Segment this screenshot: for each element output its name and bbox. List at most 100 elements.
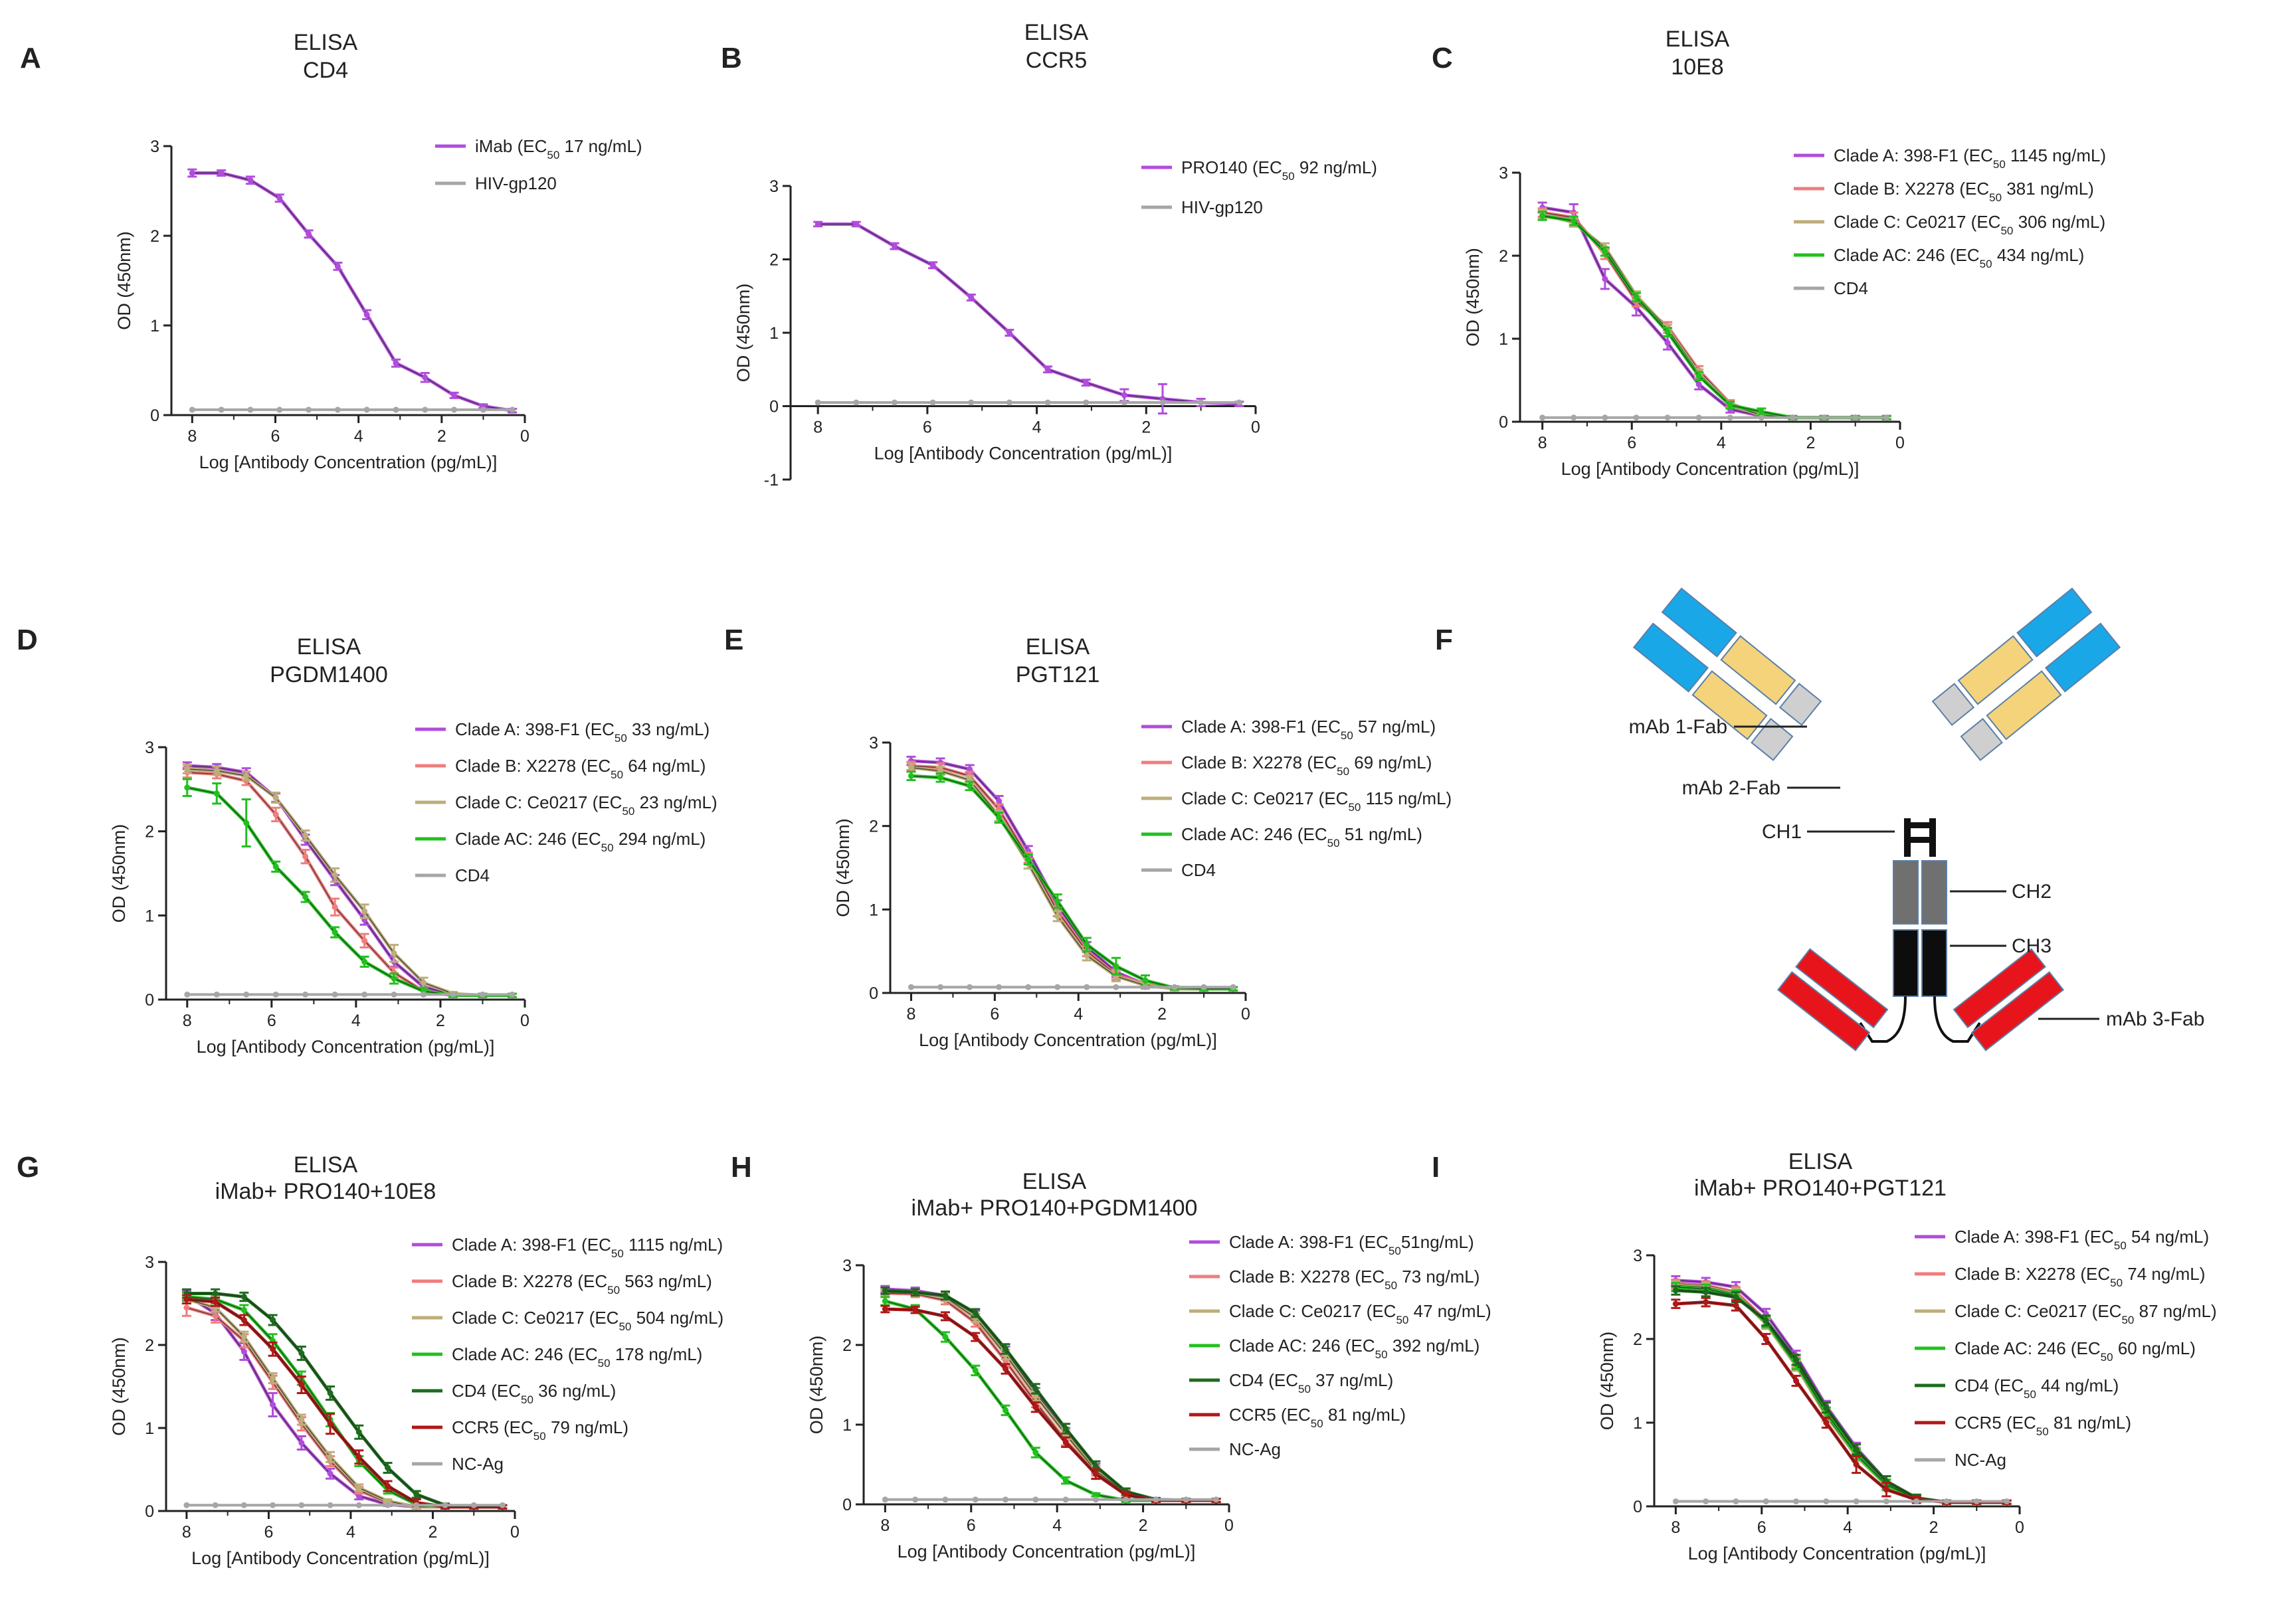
- data-point: [1092, 1463, 1099, 1469]
- legend-entry: HIV-gp120: [475, 173, 557, 193]
- data-point: [183, 1296, 190, 1302]
- x-tick-label: 6: [967, 1516, 976, 1535]
- data-point: [298, 1440, 305, 1446]
- y-tick-label: 2: [842, 1336, 852, 1355]
- data-point: [1602, 276, 1608, 282]
- data-point: [891, 399, 898, 406]
- legend-entry: NC-Ag: [1955, 1450, 2006, 1470]
- data-point: [213, 991, 220, 998]
- x-axis-label: Log [Antibody Concentration (pg/mL)]: [919, 1030, 1217, 1050]
- fit-curve: [186, 1298, 503, 1508]
- antibody-diagram: F: [1435, 587, 2204, 1051]
- x-tick-label: 2: [1806, 434, 1815, 452]
- y-tick-label: 1: [145, 1419, 154, 1438]
- y-tick-label: 3: [769, 177, 779, 196]
- chart-title-line2: iMab+ PRO140+PGT121: [1694, 1176, 1947, 1201]
- x-tick-label: 8: [907, 1005, 916, 1023]
- data-point: [1633, 294, 1640, 300]
- mab3-fab-left: [1776, 948, 1889, 1051]
- y-tick-label: 3: [842, 1257, 852, 1275]
- series-6: [183, 1502, 506, 1508]
- data-point: [247, 177, 254, 183]
- y-tick-label: 2: [869, 818, 878, 836]
- chart-title-line1: ELISA: [294, 1152, 358, 1178]
- mab1-fab-left-heavy: [1661, 587, 1737, 658]
- legend-entry: CD4 (EC50 37 ng/mL): [1229, 1370, 1393, 1395]
- ch3-domain-left: [1893, 929, 1919, 997]
- data-point: [1703, 1498, 1709, 1504]
- y-axis-label: OD (450nm): [833, 818, 853, 917]
- right-fab-arm: [1931, 587, 2121, 761]
- ch1-left-light: [1751, 717, 1794, 761]
- data-point: [355, 1484, 362, 1491]
- data-point: [327, 1502, 334, 1508]
- data-point: [298, 1350, 305, 1356]
- data-point: [240, 1502, 247, 1508]
- y-tick-label: 1: [150, 317, 159, 335]
- legend-entry: Clade A: 398-F1 (EC50 57 ng/mL): [1181, 717, 1436, 742]
- data-point: [451, 392, 458, 399]
- y-tick-label: 0: [150, 406, 159, 425]
- data-point: [908, 764, 914, 771]
- x-tick-label: 2: [1157, 1005, 1167, 1023]
- data-point: [334, 406, 341, 413]
- x-tick-label: 4: [1717, 434, 1726, 452]
- y-tick-label: 2: [145, 823, 154, 842]
- data-point: [1793, 1378, 1800, 1384]
- data-point: [1695, 381, 1702, 388]
- data-point: [1054, 984, 1061, 990]
- data-point: [270, 1375, 276, 1381]
- legend-entry: Clade AC: 246 (EC50 434 ng/mL): [1834, 245, 2084, 270]
- legend-entry: Clade C: Ce0217 (EC50 115 ng/mL): [1181, 788, 1452, 814]
- data-point: [1727, 414, 1733, 421]
- data-point: [1003, 1496, 1009, 1503]
- data-point: [2004, 1498, 2010, 1504]
- data-point: [996, 798, 1003, 804]
- x-tick-label: 4: [1052, 1516, 1062, 1535]
- legend-entry: CCR5 (EC50 81 ng/mL): [1229, 1405, 1406, 1430]
- data-point: [1821, 414, 1828, 421]
- data-point: [1083, 399, 1090, 406]
- data-point: [1883, 414, 1890, 421]
- data-point: [302, 893, 309, 900]
- data-point: [929, 262, 936, 268]
- data-point: [937, 768, 944, 774]
- legend-entry: CD4: [1181, 860, 1216, 880]
- x-tick-label: 4: [346, 1523, 355, 1542]
- data-point: [413, 1502, 420, 1508]
- data-point: [912, 1289, 919, 1296]
- data-point: [1084, 941, 1090, 948]
- y-axis-label: OD (450nm): [1597, 1332, 1617, 1431]
- data-point: [183, 1502, 190, 1508]
- chart-title-line2: PGDM1400: [270, 662, 388, 687]
- data-point: [327, 1421, 334, 1427]
- y-tick-label: -1: [764, 471, 779, 489]
- legend-entry: Clade C: Ce0217 (EC50 47 ng/mL): [1229, 1301, 1491, 1326]
- x-tick-label: 6: [923, 418, 932, 437]
- data-point: [298, 1381, 305, 1388]
- y-tick-label: 3: [145, 739, 154, 757]
- data-point: [968, 399, 975, 406]
- data-point: [853, 399, 860, 406]
- data-point: [1084, 984, 1090, 990]
- ch1-right-heavy: [1931, 683, 1975, 727]
- data-point: [1943, 1498, 1950, 1504]
- data-point: [942, 1313, 949, 1320]
- x-tick-label: 8: [182, 1523, 191, 1542]
- data-point: [1763, 1317, 1769, 1324]
- ch2-domain-left: [1893, 860, 1919, 925]
- data-point: [1121, 399, 1127, 406]
- data-point: [1823, 1404, 1830, 1411]
- y-tick-label: 3: [869, 734, 878, 753]
- data-point: [393, 406, 399, 413]
- x-tick-label: 0: [2015, 1518, 2024, 1537]
- data-point: [393, 360, 399, 367]
- data-point: [385, 1483, 391, 1489]
- x-axis-label: Log [Antibody Concentration (pg/mL)]: [898, 1542, 1196, 1561]
- data-point: [1025, 856, 1032, 863]
- data-point: [1044, 366, 1051, 373]
- x-tick-label: 2: [429, 1523, 438, 1542]
- data-point: [1853, 1461, 1860, 1468]
- data-point: [355, 1454, 362, 1461]
